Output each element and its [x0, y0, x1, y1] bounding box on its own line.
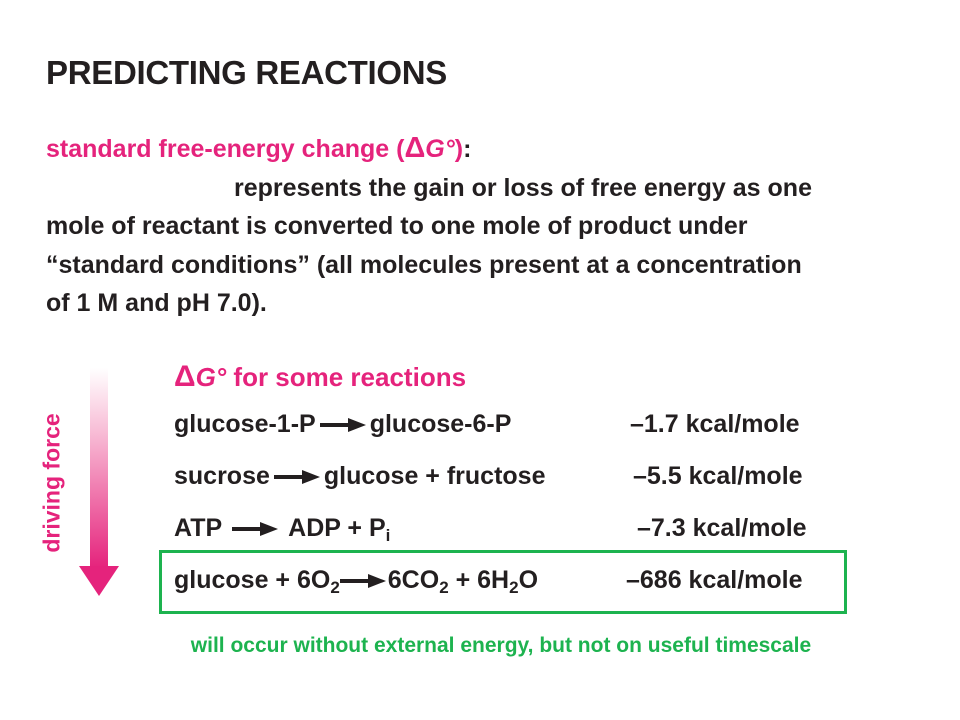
products: + 6H [448, 566, 510, 594]
driving-force-label: driving force [38, 413, 65, 553]
footnote: will occur without external energy, but … [190, 634, 812, 657]
table-g-symbol: G° [195, 362, 227, 392]
products: glucose-6-P [369, 410, 512, 438]
reaction-arrow-icon [319, 418, 366, 433]
reaction-value-1: –1.7 kcal/mole [630, 410, 800, 438]
g-symbol: G° [425, 135, 455, 163]
reactants: ATP [174, 514, 223, 542]
subscript: 2 [330, 578, 340, 597]
term-suffix: ) [454, 135, 464, 163]
definition-line-3: “standard conditions” (all molecules pre… [46, 251, 802, 279]
reaction-row-4: glucose + 6O2 6CO2 + 6H2O [174, 566, 538, 598]
reactants: glucose + 6O [174, 566, 331, 594]
reaction-value-4: –686 kcal/mole [626, 566, 803, 594]
subscript: 2 [509, 578, 519, 597]
definition-line-4: of 1 M and pH 7.0). [46, 289, 267, 317]
page-title: PREDICTING REACTIONS [46, 54, 448, 91]
table-delta-symbol: Δ [174, 360, 196, 393]
reaction-row-2: sucrose glucose + fructose [174, 462, 546, 491]
delta-symbol: Δ [404, 132, 426, 164]
term-prefix: standard free-energy change ( [46, 135, 405, 163]
products: ADP + P [288, 514, 386, 542]
driving-force-arrow-icon [79, 368, 119, 596]
reaction-row-1: glucose-1-P glucose-6-P [174, 410, 511, 439]
reaction-arrow-icon [273, 470, 320, 485]
subscript: 2 [439, 578, 449, 597]
reaction-value-2: –5.5 kcal/mole [633, 462, 803, 490]
table-title: ΔG° for some reactions [174, 360, 466, 394]
highlight-box [159, 550, 847, 614]
reaction-row-3: ATP ADP + Pi [174, 514, 390, 546]
reactants: glucose-1-P [174, 410, 316, 438]
term-colon: : [463, 135, 472, 163]
products: O [518, 566, 539, 594]
reaction-arrow-icon [339, 574, 386, 589]
reaction-value-3: –7.3 kcal/mole [637, 514, 807, 542]
reactants: sucrose [174, 462, 270, 490]
products: glucose + fructose [323, 462, 546, 490]
products: 6CO [387, 566, 440, 594]
definition-line-1: represents the gain or loss of free ener… [234, 174, 812, 202]
definition-line-2: mole of reactant is converted to one mol… [46, 212, 748, 240]
reaction-arrow-icon [232, 522, 279, 537]
definition-term: standard free-energy change (ΔG°): [46, 132, 471, 165]
table-title-rest: for some reactions [226, 362, 467, 392]
subscript: i [385, 526, 391, 545]
